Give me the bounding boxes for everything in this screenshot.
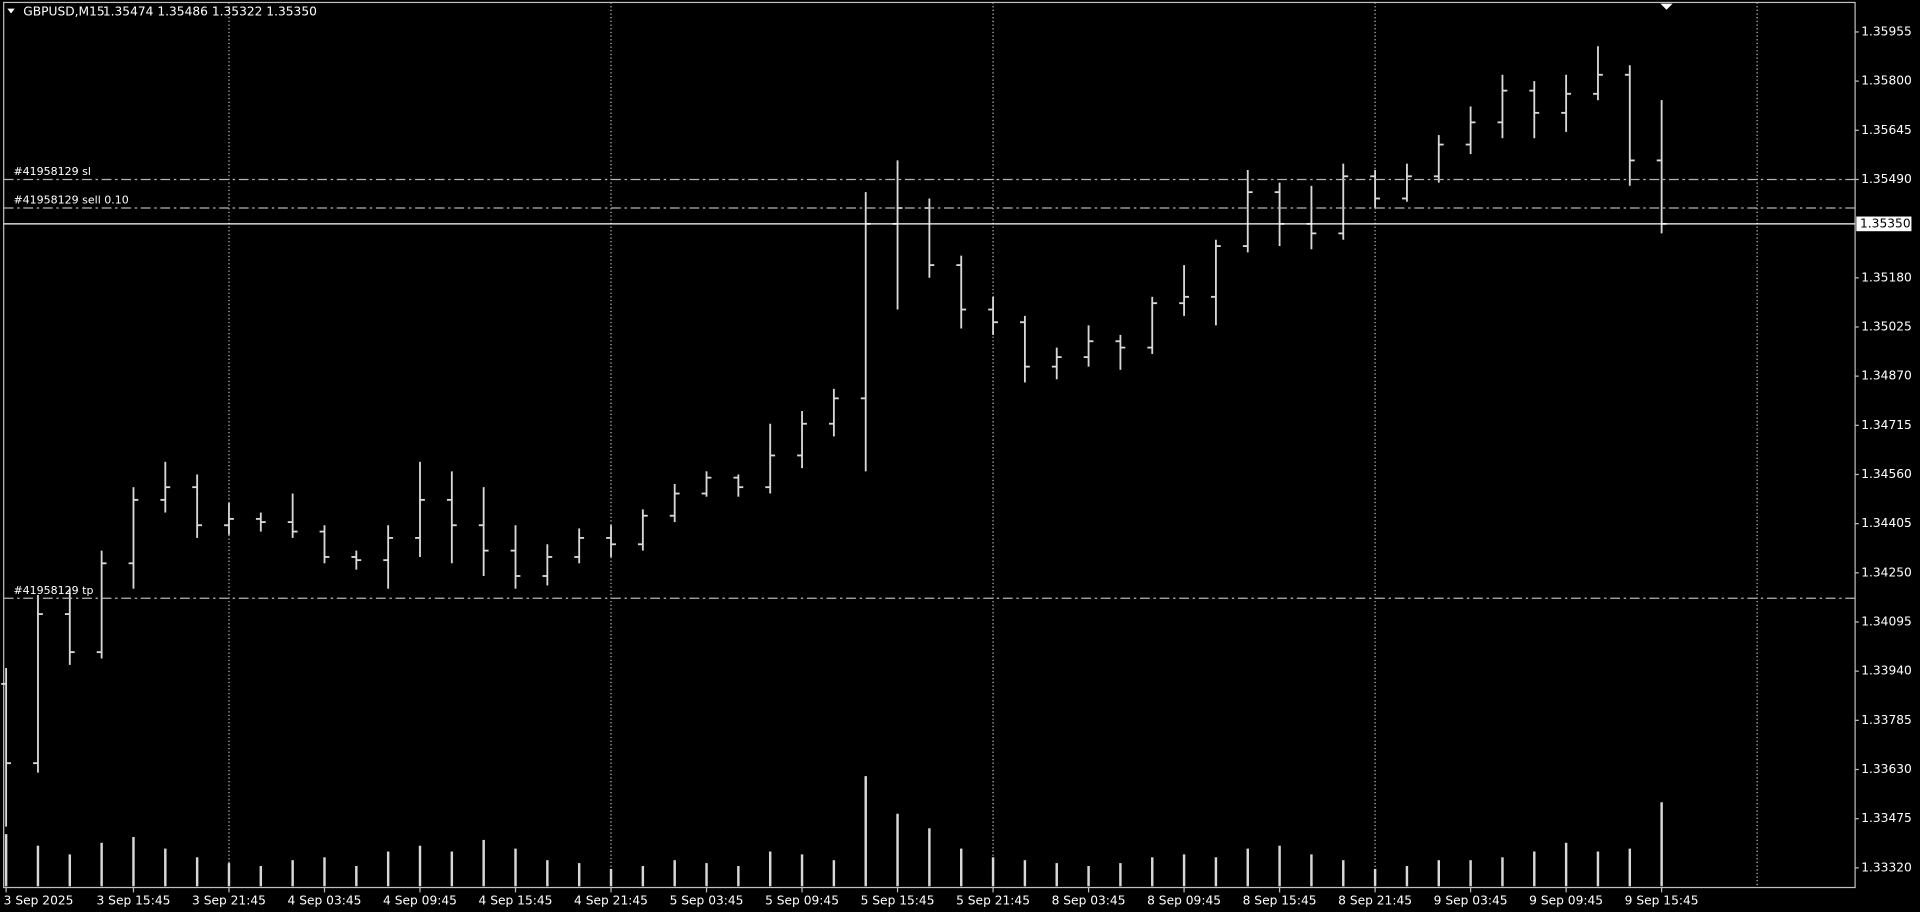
y-tick-label: 1.33475 <box>1861 811 1912 825</box>
symbol-title: GBPUSD,M15 <box>23 5 104 19</box>
y-tick-label: 1.34560 <box>1861 467 1912 481</box>
y-tick-label: 1.35180 <box>1861 270 1912 284</box>
x-tick-label: 4 Sep 15:45 <box>479 893 553 907</box>
menu-arrow[interactable] <box>7 8 15 14</box>
y-tick-label: 1.33940 <box>1861 664 1912 678</box>
x-tick-label: 5 Sep 15:45 <box>861 893 935 907</box>
order-label: #41958129 sl <box>13 165 91 178</box>
x-tick-label: 5 Sep 21:45 <box>956 893 1030 907</box>
x-tick-label: 8 Sep 03:45 <box>1052 893 1126 907</box>
order-label: #41958129 sell 0.10 <box>13 194 128 207</box>
quote: 1.35474 1.35486 1.35322 1.35350 <box>103 5 317 19</box>
x-tick-label: 3 Sep 21:45 <box>192 893 266 907</box>
x-tick-label: 4 Sep 03:45 <box>288 893 362 907</box>
x-tick-label: 5 Sep 03:45 <box>670 893 744 907</box>
y-tick-label: 1.35645 <box>1861 123 1912 137</box>
y-tick-label: 1.34715 <box>1861 418 1912 432</box>
y-tick-label: 1.33630 <box>1861 762 1912 776</box>
x-tick-label: 3 Sep 2025 <box>4 893 74 907</box>
x-tick-label: 4 Sep 09:45 <box>383 893 457 907</box>
price-label: 1.35350 <box>1860 216 1911 230</box>
price-box <box>1856 216 1912 232</box>
y-tick-label: 1.34095 <box>1861 614 1912 628</box>
y-tick-label: 1.33320 <box>1861 860 1912 874</box>
x-tick-label: 5 Sep 09:45 <box>765 893 839 907</box>
y-tick-label: 1.33785 <box>1861 713 1912 727</box>
x-tick-label: 9 Sep 03:45 <box>1434 893 1508 907</box>
x-tick-label: 8 Sep 15:45 <box>1243 893 1317 907</box>
y-tick-label: 1.34405 <box>1861 516 1912 530</box>
y-tick-label: 1.35490 <box>1861 172 1912 186</box>
x-tick-label: 8 Sep 09:45 <box>1147 893 1221 907</box>
chart-frame <box>3 1 1856 889</box>
x-tick-label: 3 Sep 15:45 <box>97 893 171 907</box>
y-tick-label: 1.35800 <box>1861 74 1912 88</box>
y-tick-label: 1.35955 <box>1861 24 1912 38</box>
x-tick-label: 9 Sep 09:45 <box>1529 893 1603 907</box>
y-tick-label: 1.34870 <box>1861 369 1912 383</box>
y-tick-label: 1.35025 <box>1861 319 1912 333</box>
order-label: #41958129 tp <box>13 584 93 597</box>
shift-marker[interactable] <box>1660 3 1673 10</box>
x-tick-label: 8 Sep 21:45 <box>1338 893 1412 907</box>
x-tick-label: 4 Sep 21:45 <box>574 893 648 907</box>
y-tick-label: 1.34250 <box>1861 565 1912 579</box>
x-tick-label: 9 Sep 15:45 <box>1625 893 1699 907</box>
